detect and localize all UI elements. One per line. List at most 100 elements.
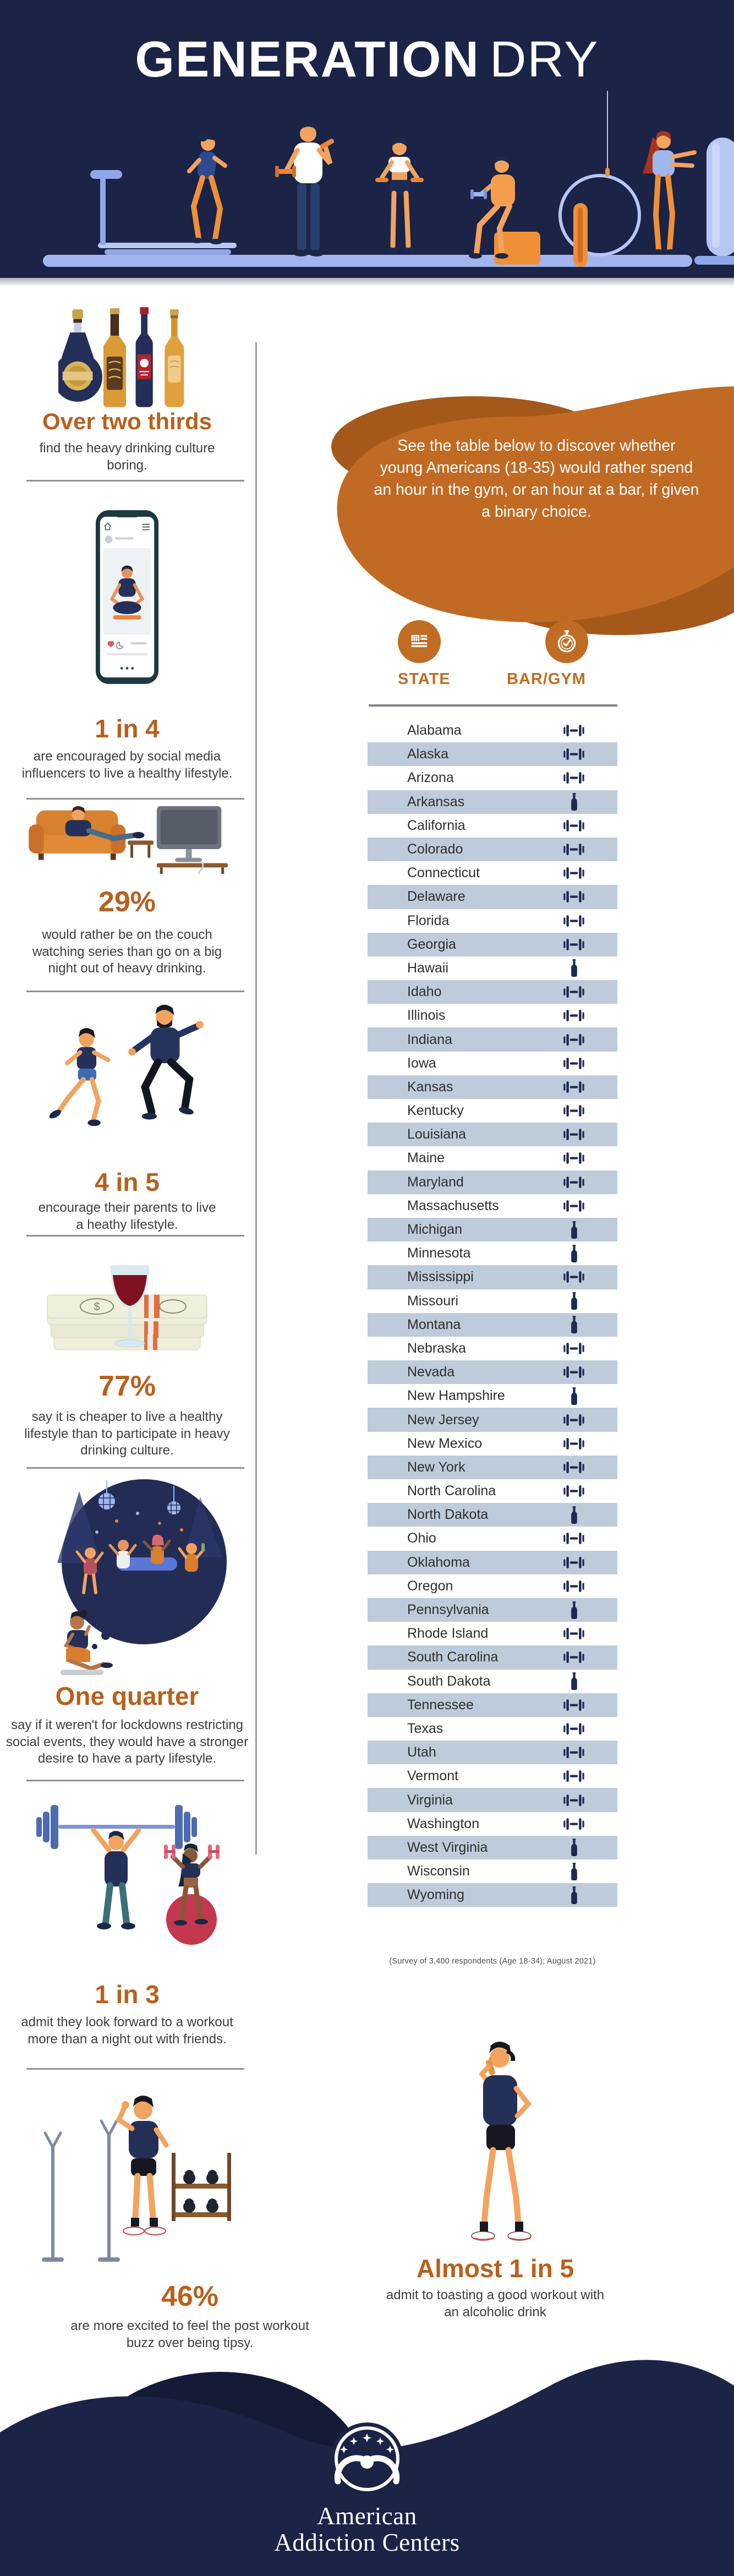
brand-line-1: American	[317, 2502, 417, 2530]
table-row: New Jersey	[368, 1408, 617, 1432]
state-name: Georgia	[407, 936, 456, 952]
stat-body-almost-1-in-5: admit to toasting a good workout with an…	[386, 2288, 605, 2320]
state-name: Florida	[407, 912, 450, 928]
money-wine-illustration: $	[47, 1265, 207, 1350]
table-row: Colorado	[368, 837, 617, 862]
stat-body-77-percent: say it is cheaper to live a healthy life…	[24, 1409, 230, 1458]
table-row: Montana	[368, 1312, 617, 1337]
stat-body-46-percent: are more excited to feel the post workou…	[70, 2318, 309, 2350]
divider	[26, 1467, 244, 1469]
state-name: Arkansas	[407, 794, 465, 810]
table-row: North Carolina	[368, 1479, 617, 1503]
state-column-icon-circle	[398, 620, 441, 663]
state-name: West Virginia	[407, 1839, 488, 1855]
table-row: New Mexico	[368, 1432, 617, 1456]
stat-body-29-percent: would rather be on the couch watching se…	[32, 927, 222, 976]
state-name: New Hampshire	[407, 1388, 505, 1404]
state-name: Maryland	[407, 1174, 464, 1190]
table-row: West Virginia	[368, 1835, 617, 1859]
couch-tv-illustration	[29, 806, 228, 874]
weightlifters-illustration	[36, 1805, 220, 1945]
state-name: Virginia	[407, 1792, 453, 1808]
page-title-light: DRY	[489, 31, 599, 87]
father-son-running-illustration	[49, 1004, 204, 1126]
state-name: Nevada	[407, 1364, 455, 1380]
state-name: Delaware	[407, 889, 465, 905]
dumbbell-icon	[555, 1099, 593, 1123]
state-name: Louisiana	[407, 1126, 467, 1142]
table-row: Arizona	[368, 766, 617, 790]
post-workout-gym-illustration	[42, 2096, 231, 2262]
table-row: Massachusetts	[368, 1194, 617, 1218]
bottle-icon	[555, 1670, 593, 1693]
table-row: Michigan	[368, 1217, 617, 1242]
divider	[26, 1780, 244, 1781]
table-row: Washington	[368, 1812, 617, 1836]
stat-body-1-in-3: admit they look forward to a workout mor…	[21, 2015, 233, 2047]
bottle-icon	[555, 1313, 593, 1337]
state-name: Connecticut	[407, 865, 480, 881]
table-row: Missouri	[368, 1289, 617, 1313]
state-name: Ohio	[407, 1530, 436, 1546]
table-row: Hawaii	[368, 956, 617, 980]
stat-title-29-percent: 29%	[98, 886, 156, 918]
dumbbell-icon	[555, 1717, 593, 1741]
state-name: Indiana	[407, 1031, 453, 1047]
table-row: Virginia	[368, 1788, 617, 1812]
divider	[26, 480, 244, 482]
state-name: Colorado	[407, 841, 463, 857]
social-media-phone-illustration	[95, 510, 159, 684]
dumbbell-icon	[555, 1004, 593, 1027]
table-row: Tennessee	[368, 1693, 617, 1717]
bottle-icon	[555, 1384, 593, 1408]
american-addiction-centers-logo	[331, 2422, 403, 2495]
state-name: Pennsylvania	[407, 1602, 489, 1618]
party-thought-illustration	[57, 1479, 227, 1675]
state-name: Oklahoma	[407, 1554, 470, 1570]
table-row: Alabama	[368, 719, 617, 742]
stat-body-1-in-4: are encouraged by social media influence…	[21, 749, 233, 781]
stopwatch-check-icon	[557, 630, 576, 653]
table-row: Pennsylvania	[368, 1598, 617, 1622]
header: GENERATION DRY	[0, 0, 734, 278]
table-row: California	[368, 814, 617, 838]
divider	[26, 798, 244, 800]
table-row: Alaska	[368, 742, 617, 767]
dumbbell-icon	[555, 1146, 593, 1170]
dumbbell-icon	[555, 1123, 593, 1146]
state-name: Mississippi	[407, 1269, 474, 1285]
dumbbell-icon	[555, 766, 593, 790]
state-name: Wisconsin	[407, 1863, 470, 1879]
us-flag-icon	[411, 635, 428, 647]
state-name: Iowa	[407, 1055, 436, 1071]
stat-body-over-two-thirds: find the heavy drinking culture boring.	[39, 441, 215, 473]
bottle-icon	[555, 1289, 593, 1313]
svg-text:$: $	[94, 1301, 100, 1313]
dumbbell-icon	[555, 909, 593, 933]
divider	[26, 2068, 244, 2070]
callout-bubble	[331, 386, 734, 635]
dumbbell-icon	[555, 1645, 593, 1669]
table-row: Delaware	[368, 885, 617, 909]
bottle-icon	[555, 1218, 593, 1241]
state-name: California	[407, 817, 465, 833]
stat-title-1-in-4: 1 in 4	[95, 714, 160, 743]
header-shadow	[0, 278, 734, 287]
dumbbell-icon	[555, 1812, 593, 1836]
table-row: Ohio	[368, 1527, 617, 1550]
state-name: Massachusetts	[407, 1197, 499, 1213]
state-name: Tennessee	[407, 1697, 474, 1713]
state-name: Rhode Island	[407, 1626, 489, 1642]
table-row: Oregon	[368, 1574, 617, 1598]
column-divider	[255, 342, 257, 1855]
state-name: Utah	[407, 1744, 436, 1760]
state-name: Oregon	[407, 1578, 453, 1594]
dumbbell-icon	[555, 1622, 593, 1645]
table-row: Wyoming	[368, 1883, 617, 1907]
table-row: Nevada	[368, 1360, 617, 1385]
dumbbell-icon	[555, 1764, 593, 1788]
stat-title-one-quarter: One quarter	[55, 1682, 199, 1710]
table-header-rule	[369, 704, 617, 707]
dumbbell-icon	[555, 1574, 593, 1598]
state-name: Texas	[407, 1720, 443, 1736]
